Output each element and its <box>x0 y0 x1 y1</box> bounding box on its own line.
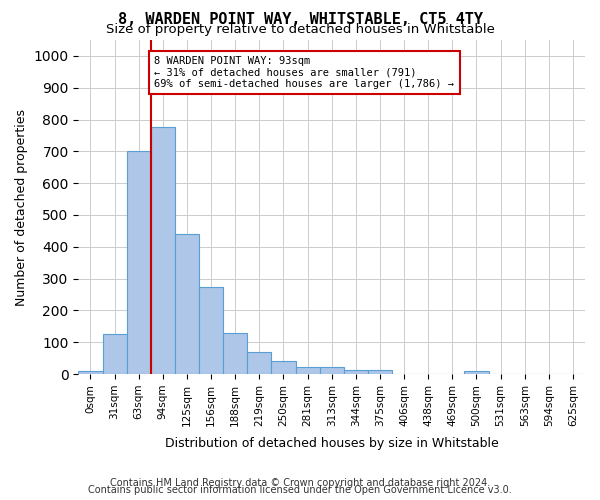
Text: 8 WARDEN POINT WAY: 93sqm
← 31% of detached houses are smaller (791)
69% of semi: 8 WARDEN POINT WAY: 93sqm ← 31% of detac… <box>154 56 454 89</box>
Bar <box>79 372 103 374</box>
Bar <box>151 128 175 374</box>
Bar <box>368 370 392 374</box>
Bar <box>223 332 247 374</box>
Text: Contains public sector information licensed under the Open Government Licence v3: Contains public sector information licen… <box>88 485 512 495</box>
Bar <box>247 352 271 374</box>
Bar <box>296 367 320 374</box>
Bar <box>344 370 368 374</box>
Bar <box>103 334 127 374</box>
Text: Contains HM Land Registry data © Crown copyright and database right 2024.: Contains HM Land Registry data © Crown c… <box>110 478 490 488</box>
Bar <box>271 362 296 374</box>
Y-axis label: Number of detached properties: Number of detached properties <box>15 108 28 306</box>
Bar <box>199 286 223 374</box>
Bar <box>320 367 344 374</box>
Bar <box>127 152 151 374</box>
Text: 8, WARDEN POINT WAY, WHITSTABLE, CT5 4TY: 8, WARDEN POINT WAY, WHITSTABLE, CT5 4TY <box>118 12 482 28</box>
Bar <box>175 234 199 374</box>
Text: Size of property relative to detached houses in Whitstable: Size of property relative to detached ho… <box>106 22 494 36</box>
Bar <box>464 372 488 374</box>
X-axis label: Distribution of detached houses by size in Whitstable: Distribution of detached houses by size … <box>165 437 499 450</box>
